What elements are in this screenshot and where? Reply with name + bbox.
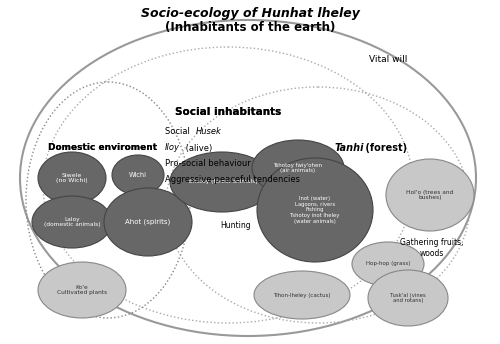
Text: Gathering fruits,
woods: Gathering fruits, woods — [400, 238, 464, 258]
Ellipse shape — [38, 152, 106, 204]
Text: Aggressive-peaceful tendencies: Aggressive-peaceful tendencies — [165, 175, 300, 184]
Text: Social inhabitants: Social inhabitants — [175, 107, 281, 117]
Text: Iloy: Iloy — [165, 143, 180, 152]
Text: Husek: Husek — [196, 128, 222, 137]
Text: (alive): (alive) — [183, 143, 212, 152]
Ellipse shape — [252, 140, 344, 196]
Ellipse shape — [352, 242, 424, 286]
Text: Laloy
(domestic animals): Laloy (domestic animals) — [44, 217, 100, 227]
Text: Social: Social — [165, 128, 192, 137]
Text: Tshotoy fwiy'ohen
(air animals): Tshotoy fwiy'ohen (air animals) — [274, 163, 322, 173]
Text: Hop-hop (grass): Hop-hop (grass) — [366, 261, 410, 267]
Text: Tanhi: Tanhi — [335, 143, 364, 153]
Text: Wichi: Wichi — [129, 172, 147, 178]
Ellipse shape — [32, 196, 112, 248]
Text: Ahot (spirits): Ahot (spirits) — [126, 219, 170, 225]
Text: Pro-social behaviour: Pro-social behaviour — [165, 160, 251, 169]
Text: Ko'e
Cultivated plants: Ko'e Cultivated plants — [57, 284, 107, 295]
Text: Domestic enviroment: Domestic enviroment — [48, 143, 158, 152]
Text: Domestic enviroment: Domestic enviroment — [48, 143, 158, 152]
Text: Tshotoy (forest animals): Tshotoy (forest animals) — [186, 180, 258, 184]
Text: Siwele
(no Wichi): Siwele (no Wichi) — [56, 173, 88, 183]
Ellipse shape — [104, 188, 192, 256]
Text: Tihon-lheley (cactus): Tihon-lheley (cactus) — [273, 292, 331, 298]
Text: (forest): (forest) — [362, 143, 407, 153]
Ellipse shape — [386, 159, 474, 231]
Text: Hol'o (trees and
bushes): Hol'o (trees and bushes) — [406, 190, 454, 201]
Ellipse shape — [38, 262, 126, 318]
Text: (Inhabitants of the earth): (Inhabitants of the earth) — [165, 21, 335, 34]
Ellipse shape — [368, 270, 448, 326]
Text: Vital will: Vital will — [369, 55, 407, 65]
Ellipse shape — [254, 271, 350, 319]
Ellipse shape — [112, 155, 164, 195]
Text: Tusk'al (vines
and rotans): Tusk'al (vines and rotans) — [390, 293, 426, 303]
Text: Socio-ecology of Hunhat lheley: Socio-ecology of Hunhat lheley — [140, 8, 360, 21]
Text: Social inhabitants: Social inhabitants — [175, 107, 281, 117]
Ellipse shape — [170, 152, 274, 212]
Ellipse shape — [257, 158, 373, 262]
Text: Inot (water)
Lagoons, rivers
Fishing
Tshotoy inot lheley
(water animals): Inot (water) Lagoons, rivers Fishing Tsh… — [290, 196, 340, 224]
Text: Hunting: Hunting — [220, 222, 252, 230]
